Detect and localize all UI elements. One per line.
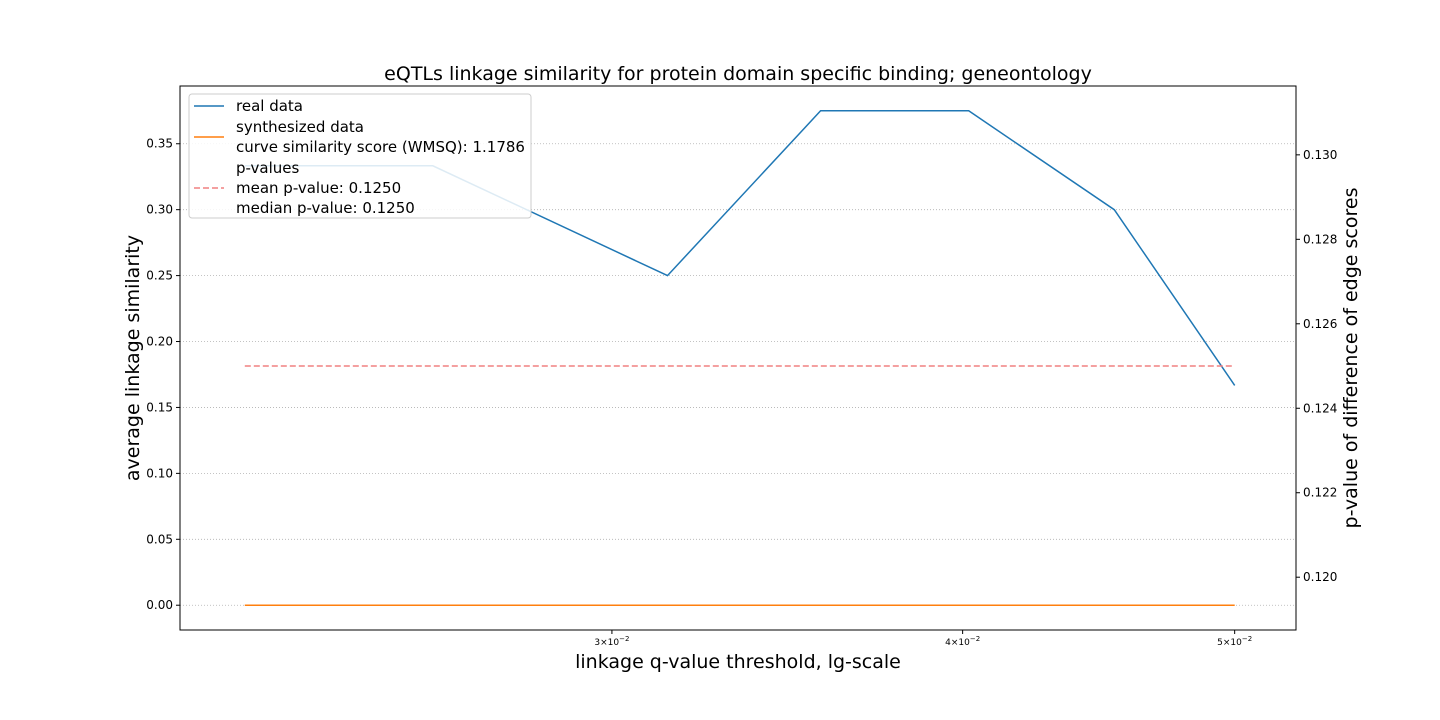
x-tick-label: 4×10−2 bbox=[945, 635, 980, 648]
y-tick-label: 0.00 bbox=[146, 598, 173, 612]
legend-label: curve similarity score (WMSQ): 1.1786 bbox=[236, 138, 525, 156]
legend-box bbox=[188, 93, 532, 219]
y-tick-label: 0.10 bbox=[146, 466, 173, 480]
y-tick-label: 0.25 bbox=[146, 269, 173, 283]
legend-label: real data bbox=[236, 97, 303, 115]
x-axis-label: linkage q-value threshold, lg-scale bbox=[575, 651, 901, 673]
y2-tick-label: 0.124 bbox=[1303, 401, 1337, 415]
chart-title: eQTLs linkage similarity for protein dom… bbox=[384, 63, 1092, 85]
y-axis-label: average linkage similarity bbox=[122, 235, 144, 481]
x-tick-label: 5×10−2 bbox=[1217, 635, 1252, 648]
ticks-layer: 0.00 0.05 0.10 0.15 0.20 0.25 0.30 0.35 0.120 0.1… bbox=[146, 137, 1337, 648]
legend-label: p-values bbox=[236, 159, 300, 177]
y-tick-label: 0.15 bbox=[146, 400, 173, 414]
y2-axis-label: p-value of difference of edge scores bbox=[1340, 188, 1362, 529]
y-tick-label: 0.05 bbox=[146, 532, 173, 546]
y2-tick-label: 0.128 bbox=[1303, 232, 1337, 246]
y2-tick-label: 0.126 bbox=[1303, 317, 1337, 331]
y2-tick-label: 0.122 bbox=[1303, 486, 1337, 500]
x-tick-label: 3×10−2 bbox=[594, 635, 629, 648]
y2-tick-label: 0.130 bbox=[1303, 148, 1337, 162]
y-tick-label: 0.20 bbox=[146, 335, 173, 349]
plot-frame bbox=[179, 85, 1297, 631]
y-tick-label: 0.30 bbox=[146, 203, 173, 217]
legend-label: synthesized data bbox=[236, 118, 364, 136]
legend: real data synthesized data curve similarit… bbox=[188, 93, 532, 219]
y-tick-label: 0.35 bbox=[146, 137, 173, 151]
y2-tick-label: 0.120 bbox=[1303, 570, 1337, 584]
legend-label: median p-value: 0.1250 bbox=[236, 199, 415, 217]
legend-label: mean p-value: 0.1250 bbox=[236, 179, 401, 197]
